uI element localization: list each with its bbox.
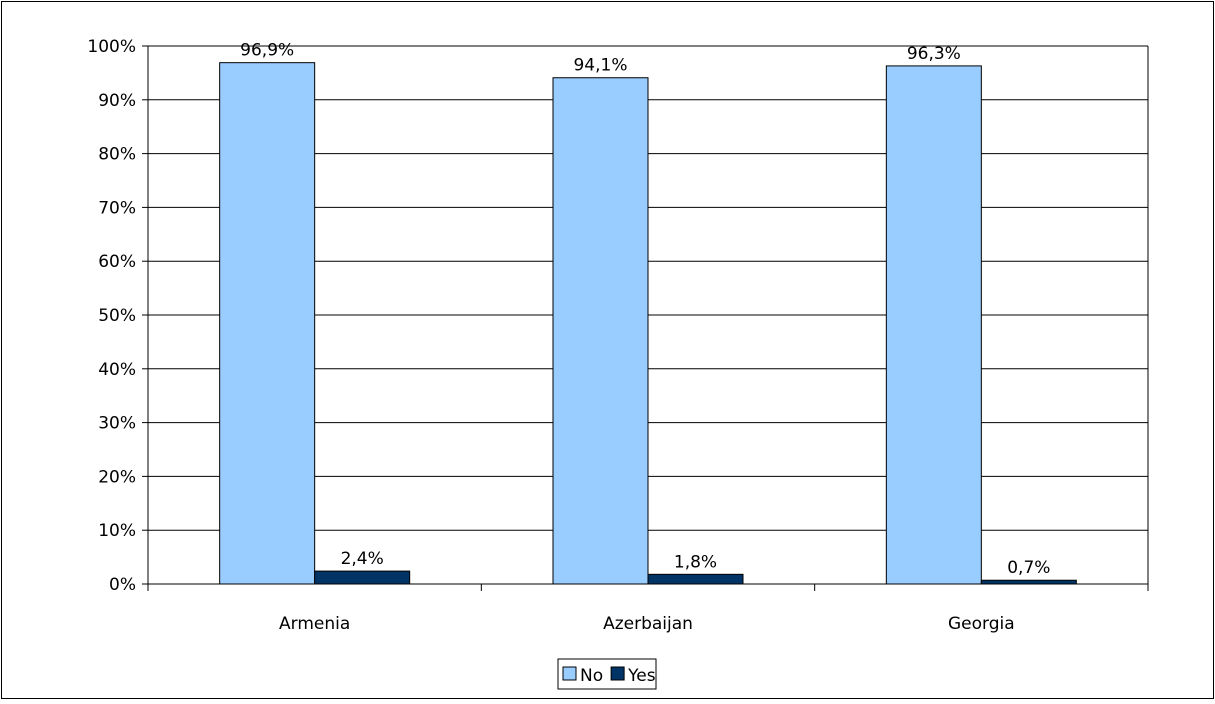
y-tick-label: 0% — [109, 575, 136, 595]
bar-yes-georgia — [980, 579, 1077, 585]
data-label: 96,3% — [907, 44, 961, 64]
data-label: 2,4% — [341, 549, 384, 569]
data-label: 96,9% — [240, 41, 294, 61]
y-tick-label: 70% — [98, 198, 136, 218]
legend-swatch-no — [562, 666, 577, 681]
y-tick-label: 90% — [98, 91, 136, 111]
bar-no-georgia — [885, 65, 982, 585]
bar-yes-armenia — [314, 570, 411, 585]
legend-label-no: No — [580, 666, 603, 686]
y-tick-label: 80% — [98, 145, 136, 165]
y-tick-label: 10% — [98, 521, 136, 541]
x-tick-label: Armenia — [279, 614, 350, 634]
bar-yes-azerbaijan — [647, 573, 744, 585]
data-label: 0,7% — [1007, 558, 1050, 578]
legend-swatch-yes — [610, 666, 625, 681]
data-label: 94,1% — [573, 56, 627, 76]
x-tick-label: Georgia — [948, 614, 1015, 634]
y-tick-label: 100% — [87, 37, 136, 57]
data-labels: 96,9% 2,4% 94,1% 1,8% 96,3% 0,7% — [240, 41, 1050, 579]
x-tick-label: Azerbaijan — [603, 614, 693, 634]
y-tick-label: 30% — [98, 414, 136, 434]
bars — [219, 62, 1077, 585]
bar-no-azerbaijan — [552, 77, 649, 585]
y-tick-label: 40% — [98, 360, 136, 380]
legend-label-yes: Yes — [627, 666, 656, 686]
y-tick-label: 60% — [98, 252, 136, 272]
data-label: 1,8% — [674, 552, 717, 572]
legend: No Yes — [557, 658, 657, 690]
axes: 0% 10% 20% 30% 40% 50% 60% 70% 80% 90% 100% Armenia… — [87, 37, 1149, 634]
y-tick-label: 50% — [98, 306, 136, 326]
bar-no-armenia — [219, 62, 316, 585]
y-tick-label: 20% — [98, 467, 136, 487]
